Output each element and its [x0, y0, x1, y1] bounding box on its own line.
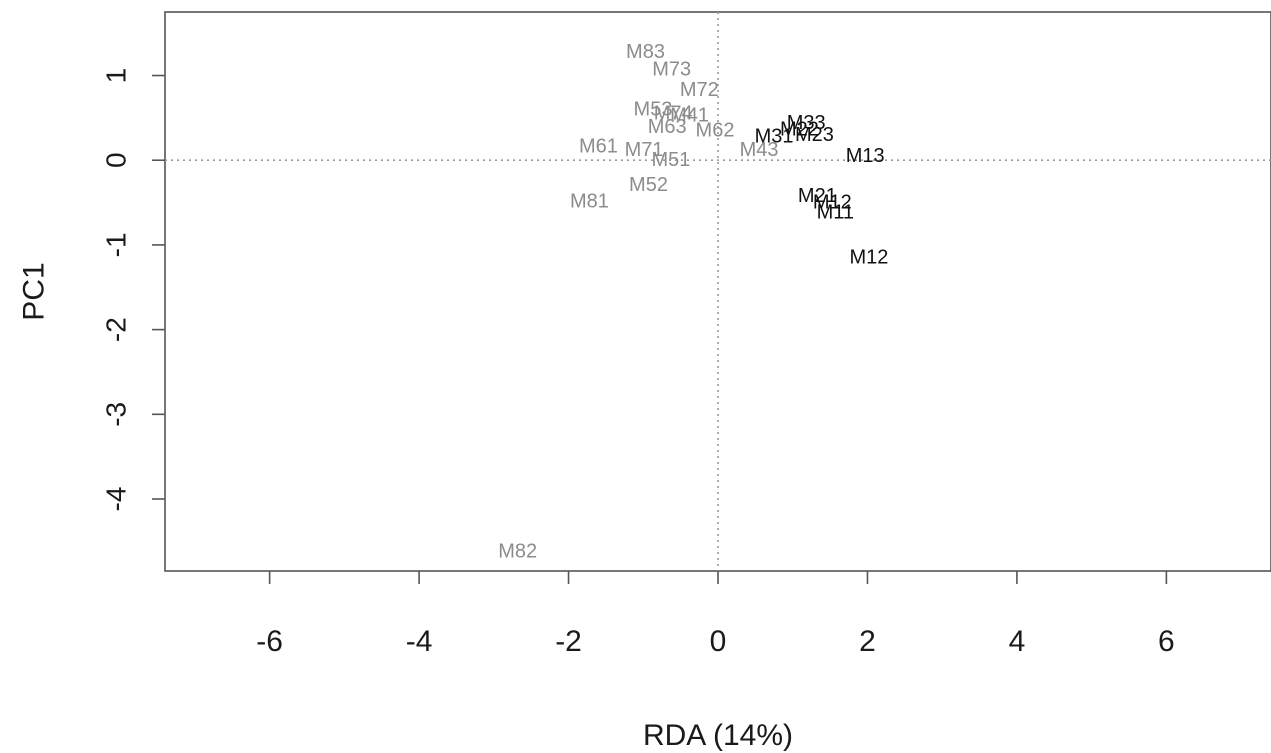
x-tick-label: 2: [859, 625, 876, 658]
point-label: M12: [813, 192, 852, 214]
point-label: M11: [817, 202, 854, 224]
x-tick-label: -2: [555, 625, 582, 658]
y-tick-label: -3: [101, 402, 132, 427]
point-label: M23: [795, 124, 834, 146]
point-label: M22: [780, 119, 819, 141]
point-label: M21: [798, 185, 837, 207]
x-axis: -6 -4 -2 0 2 4 6: [256, 571, 1175, 658]
point-label: M41: [670, 104, 709, 126]
point-label: M12: [850, 247, 889, 269]
point-label: M33: [787, 112, 826, 134]
point-label: M82: [498, 541, 537, 563]
point-label: M61: [579, 136, 618, 158]
point-label: M43: [740, 139, 779, 161]
point-label: M31: [755, 126, 794, 148]
point-label: M51: [651, 149, 690, 171]
y-tick-label: -2: [101, 317, 132, 342]
point-label: M83: [626, 41, 665, 63]
x-tick-label: 0: [710, 625, 727, 658]
point-label: M52: [629, 174, 668, 196]
x-tick-label: 4: [1009, 625, 1026, 658]
point-label: M62: [696, 120, 735, 142]
y-tick-label: 1: [101, 68, 132, 84]
point-label: M71: [625, 139, 664, 161]
y-tick-label: -1: [101, 232, 132, 257]
point-label: M13: [846, 145, 885, 167]
y-axis: 1 0 -1 -2 -3 -4: [101, 68, 165, 512]
point-label: M73: [652, 59, 691, 81]
point-label: M63: [648, 116, 687, 138]
x-axis-title: RDA (14%): [643, 719, 793, 752]
y-tick-label: 0: [101, 152, 132, 168]
point-label: M72: [680, 79, 719, 101]
x-tick-label: -6: [256, 625, 283, 658]
x-tick-label: 6: [1158, 625, 1175, 658]
y-tick-label: -4: [101, 487, 132, 512]
x-tick-label: -4: [406, 625, 433, 658]
point-label: M74: [654, 103, 693, 125]
point-label: M81: [570, 191, 609, 213]
point-label: M53: [634, 98, 673, 120]
y-axis-title: PC1: [18, 262, 51, 320]
